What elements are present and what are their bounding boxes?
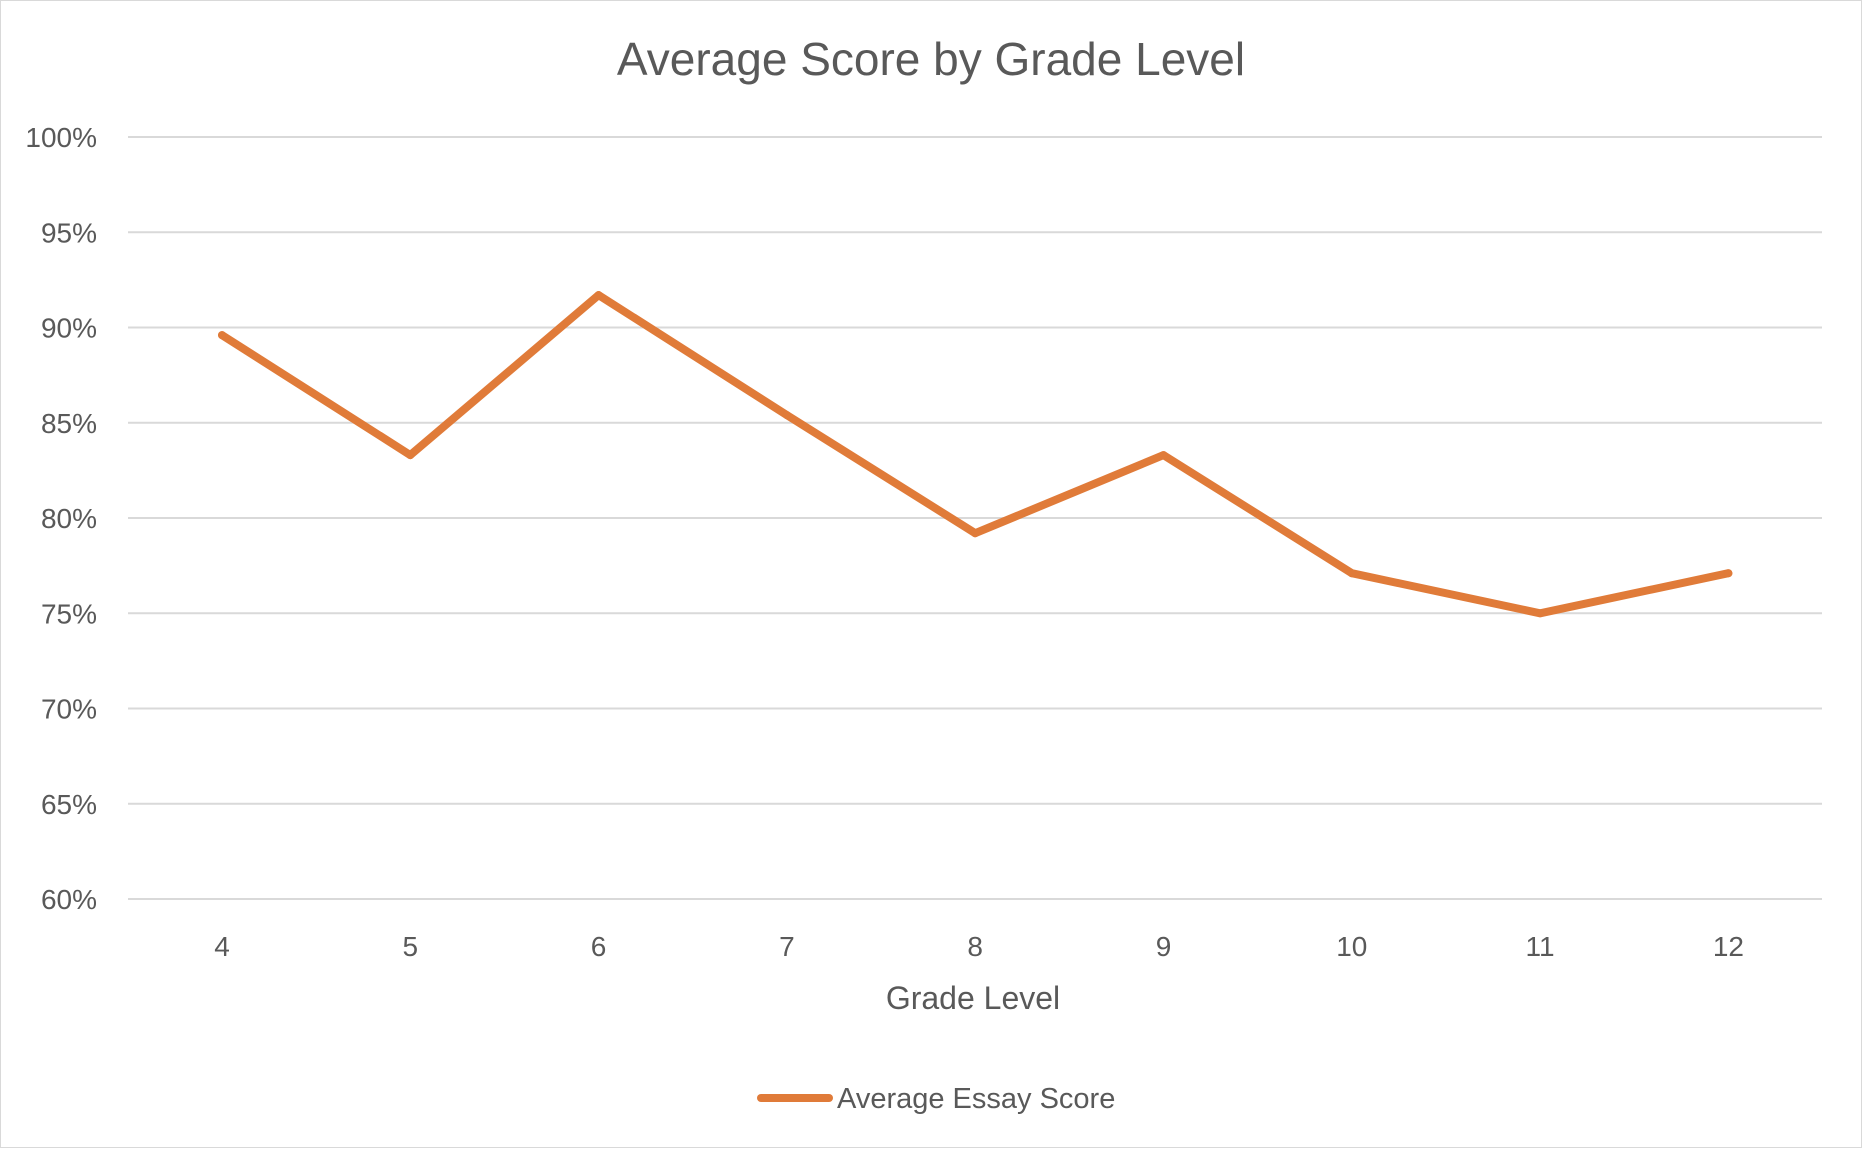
- x-tick-label: 10: [1336, 931, 1367, 962]
- data-point[interactable]: [1724, 569, 1733, 578]
- x-tick-label: 9: [1156, 931, 1172, 962]
- data-point[interactable]: [594, 291, 603, 300]
- data-point[interactable]: [971, 529, 980, 538]
- y-tick-label: 65%: [41, 789, 97, 820]
- data-point[interactable]: [782, 411, 791, 420]
- y-tick-label: 85%: [41, 408, 97, 439]
- x-tick-label: 7: [779, 931, 795, 962]
- series-line-average-essay-score[interactable]: [218, 291, 1733, 618]
- x-tick-label: 4: [214, 931, 230, 962]
- chart-title: Average Score by Grade Level: [617, 33, 1245, 85]
- gridlines: [128, 136, 1822, 900]
- data-point[interactable]: [218, 331, 226, 340]
- y-axis-tick-labels: 60% 65% 70% 75% 80% 85% 90% 95% 100%: [25, 122, 97, 915]
- y-tick-label: 75%: [41, 598, 97, 629]
- legend[interactable]: Average Essay Score: [757, 1083, 1115, 1115]
- x-tick-label: 12: [1713, 931, 1744, 962]
- series-lines: [218, 291, 1733, 618]
- y-tick-label: 100%: [25, 122, 97, 153]
- data-point[interactable]: [406, 451, 415, 460]
- y-tick-label: 60%: [41, 884, 97, 915]
- y-tick-label: 95%: [41, 217, 97, 248]
- x-tick-label: 11: [1526, 931, 1555, 962]
- x-axis-tick-labels: 4 5 6 7 8 9 10 11 12: [214, 931, 1744, 962]
- y-tick-label: 80%: [41, 503, 97, 534]
- legend-label: Average Essay Score: [837, 1083, 1115, 1115]
- x-tick-label: 5: [403, 931, 419, 962]
- x-tick-label: 8: [967, 931, 983, 962]
- y-tick-label: 90%: [41, 313, 97, 344]
- data-point[interactable]: [1536, 609, 1545, 618]
- data-point[interactable]: [1159, 451, 1168, 460]
- x-axis-title: Grade Level: [886, 980, 1060, 1016]
- x-tick-label: 6: [591, 931, 607, 962]
- y-tick-label: 70%: [41, 694, 97, 725]
- data-point[interactable]: [1347, 569, 1356, 578]
